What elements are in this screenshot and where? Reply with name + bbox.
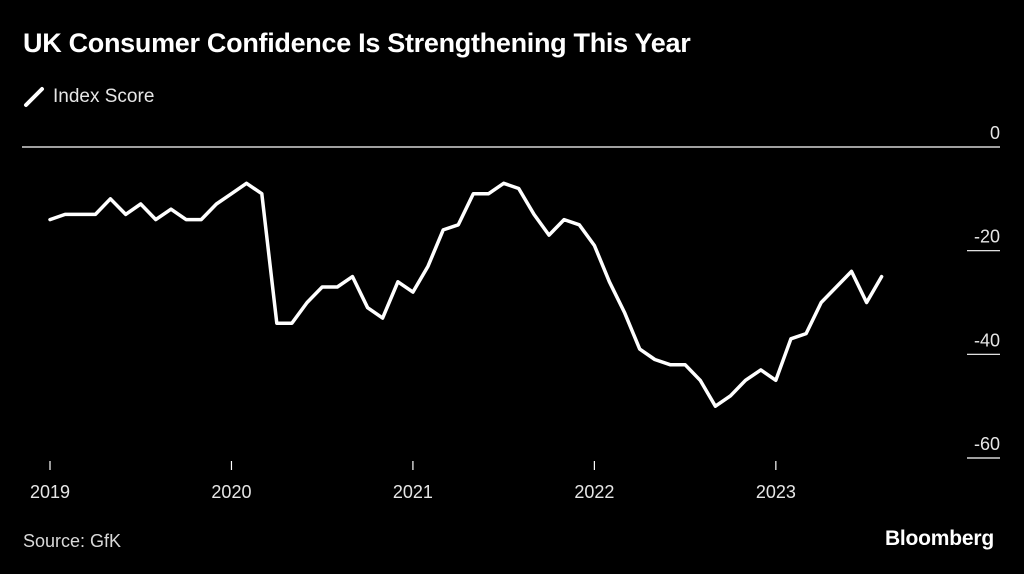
- y-tick-label: -60: [974, 434, 1000, 454]
- legend-label: Index Score: [53, 86, 155, 107]
- x-tick-label: 2019: [30, 482, 70, 502]
- y-tick-label: 0: [990, 123, 1000, 143]
- series-line-index-score: [48, 181, 884, 408]
- bloomberg-logo: Bloomberg: [884, 527, 994, 550]
- legend-line-icon: [24, 87, 44, 107]
- source-note: Source: GfK: [23, 531, 122, 551]
- x-tick-label: 2023: [756, 482, 796, 502]
- chart-title: UK Consumer Confidence Is Strengthening …: [23, 28, 691, 58]
- x-tick-label: 2022: [574, 482, 614, 502]
- y-tick-label: -20: [974, 227, 1000, 247]
- x-tick-label: 2020: [211, 482, 251, 502]
- legend: Index Score: [23, 86, 154, 108]
- x-tick-label: 2021: [393, 482, 433, 502]
- y-tick-label: -40: [974, 330, 1000, 350]
